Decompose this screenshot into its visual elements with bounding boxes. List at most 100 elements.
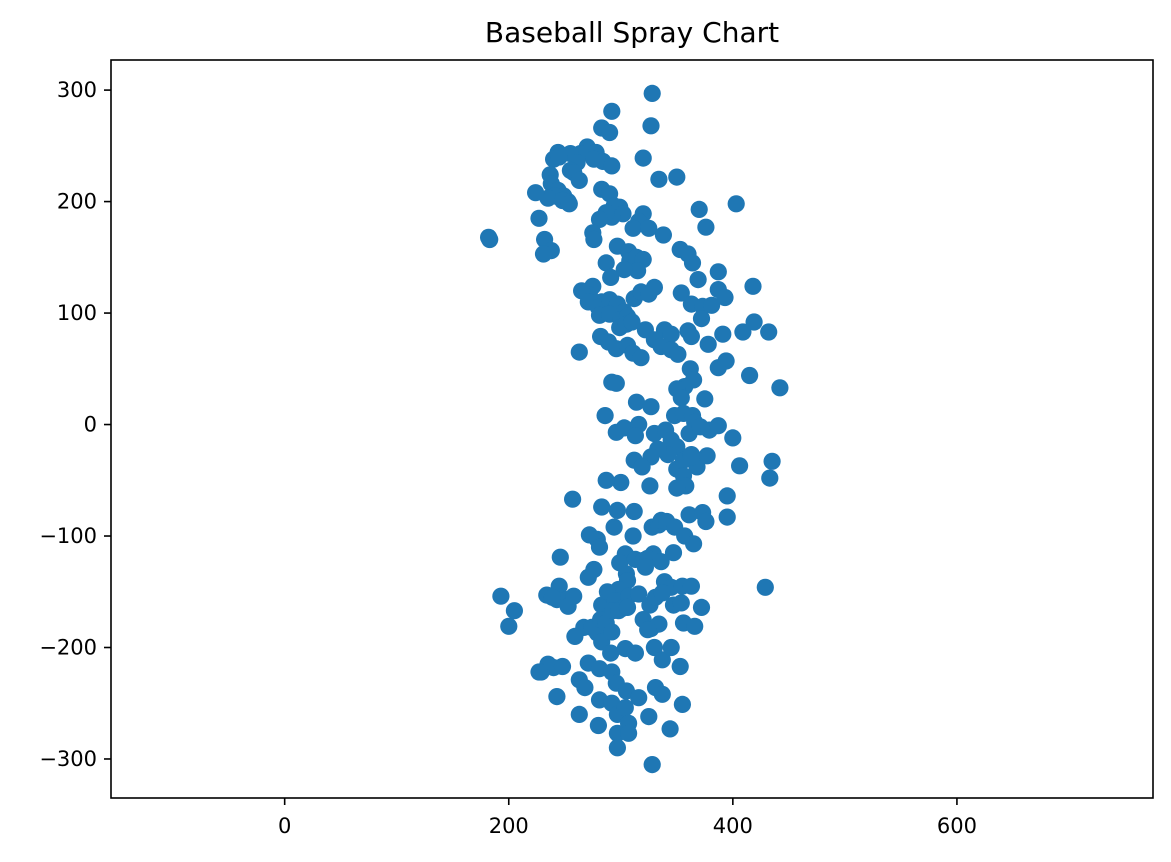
data-point bbox=[576, 679, 594, 697]
data-point bbox=[608, 739, 627, 757]
data-point bbox=[642, 398, 660, 416]
data-point bbox=[603, 157, 621, 175]
data-point bbox=[664, 544, 683, 562]
y-tick-label: 200 bbox=[57, 190, 97, 214]
data-point bbox=[642, 117, 660, 135]
data-point bbox=[629, 262, 647, 280]
data-point bbox=[534, 245, 553, 263]
data-point bbox=[601, 123, 619, 142]
data-point bbox=[682, 577, 701, 595]
data-point bbox=[697, 512, 715, 531]
data-point bbox=[703, 296, 721, 314]
data-point bbox=[625, 502, 643, 521]
y-tick-label: −200 bbox=[39, 636, 97, 660]
data-points bbox=[480, 84, 789, 774]
data-point bbox=[716, 288, 734, 307]
data-point bbox=[603, 623, 621, 641]
data-point bbox=[672, 594, 690, 612]
data-point bbox=[682, 327, 701, 346]
data-point bbox=[771, 379, 789, 397]
data-point bbox=[505, 602, 523, 620]
data-point bbox=[570, 343, 588, 361]
y-tick-label: −300 bbox=[39, 747, 97, 771]
data-point bbox=[596, 407, 614, 425]
data-point bbox=[653, 584, 671, 602]
data-point bbox=[615, 261, 633, 279]
data-point bbox=[680, 506, 698, 524]
data-point bbox=[734, 323, 752, 341]
data-point bbox=[551, 548, 569, 566]
data-point bbox=[689, 271, 707, 289]
data-point bbox=[744, 277, 762, 295]
data-point bbox=[672, 284, 690, 302]
data-point bbox=[643, 756, 661, 774]
data-point bbox=[724, 429, 742, 447]
data-point bbox=[550, 148, 568, 166]
data-point bbox=[589, 716, 608, 735]
data-point bbox=[624, 219, 642, 237]
data-point bbox=[585, 560, 603, 579]
data-point bbox=[640, 219, 658, 237]
data-point bbox=[585, 230, 603, 249]
data-point bbox=[530, 663, 548, 681]
data-point bbox=[668, 479, 686, 497]
data-point bbox=[530, 209, 548, 227]
data-point bbox=[640, 708, 658, 726]
data-point bbox=[639, 621, 657, 639]
plot-frame bbox=[110, 59, 1154, 799]
data-point bbox=[661, 720, 679, 738]
data-point bbox=[761, 469, 779, 487]
x-tick-label: 200 bbox=[489, 814, 529, 838]
data-point bbox=[686, 617, 704, 635]
data-point bbox=[570, 171, 588, 189]
chart-title: Baseball Spray Chart bbox=[485, 16, 779, 49]
data-point bbox=[632, 349, 650, 367]
data-point bbox=[682, 448, 701, 466]
data-point bbox=[662, 638, 680, 657]
data-point bbox=[597, 471, 615, 489]
data-point bbox=[692, 598, 711, 617]
data-point bbox=[626, 644, 645, 662]
data-point bbox=[603, 102, 621, 120]
data-point bbox=[645, 278, 664, 296]
data-point bbox=[654, 226, 673, 244]
data-point bbox=[709, 417, 727, 435]
data-point bbox=[696, 390, 714, 408]
data-point bbox=[634, 149, 652, 167]
data-point bbox=[718, 487, 736, 505]
data-point bbox=[692, 310, 711, 328]
data-point bbox=[633, 458, 651, 476]
data-point bbox=[481, 230, 499, 249]
data-point bbox=[612, 473, 630, 492]
data-point bbox=[543, 588, 562, 606]
data-point bbox=[608, 501, 627, 519]
data-point bbox=[714, 325, 732, 343]
data-point bbox=[616, 699, 634, 717]
data-point bbox=[671, 657, 689, 676]
data-point bbox=[607, 374, 625, 392]
data-point bbox=[602, 268, 620, 286]
data-point bbox=[570, 705, 588, 724]
data-point bbox=[683, 254, 702, 272]
y-tick-label: −100 bbox=[39, 524, 97, 548]
data-point bbox=[745, 313, 763, 331]
data-point bbox=[566, 627, 584, 646]
data-point bbox=[641, 477, 659, 495]
data-point bbox=[741, 366, 759, 385]
data-point bbox=[560, 195, 578, 213]
data-point bbox=[690, 200, 708, 218]
x-tick-label: 600 bbox=[937, 814, 977, 838]
data-point bbox=[602, 644, 620, 662]
y-tick-label: 100 bbox=[57, 301, 97, 325]
y-tick-label: 0 bbox=[84, 413, 97, 437]
data-point bbox=[492, 587, 510, 605]
data-point bbox=[564, 490, 582, 508]
data-point bbox=[653, 651, 671, 669]
data-point bbox=[718, 508, 736, 526]
data-point bbox=[500, 617, 518, 635]
data-point bbox=[697, 218, 715, 236]
x-tick-label: 0 bbox=[278, 814, 291, 838]
data-point bbox=[627, 393, 646, 411]
data-point bbox=[727, 195, 745, 213]
data-point bbox=[626, 427, 645, 445]
